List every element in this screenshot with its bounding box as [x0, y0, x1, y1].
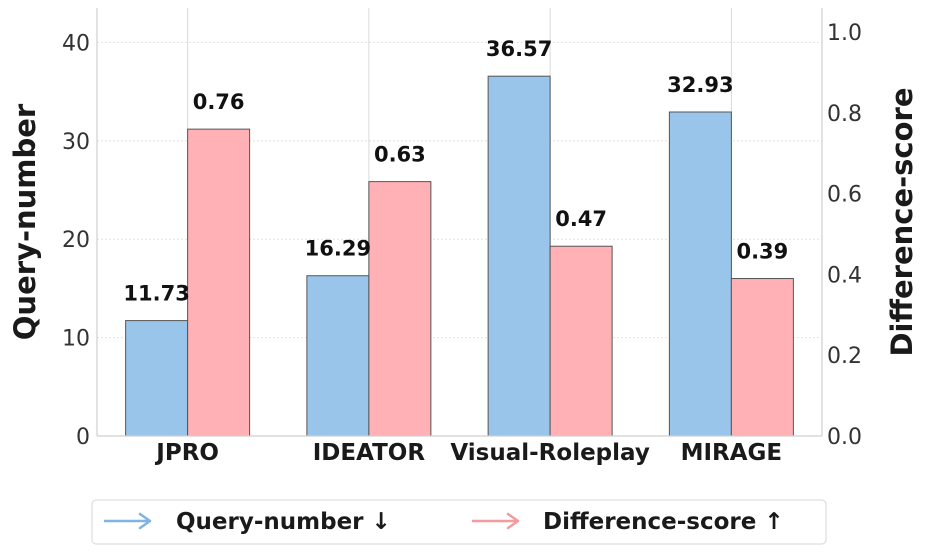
y-tick-left-2: 20 [62, 228, 90, 253]
y-tick-right-2: 0.4 [827, 263, 862, 288]
bar-query-number-3 [668, 111, 732, 437]
legend-query-number-label: Query-number ↓ [176, 509, 391, 535]
y-tick-left-0: 0 [76, 425, 90, 450]
value-label-query-number-3: 32.93 [667, 73, 733, 97]
y-tick-right-4: 0.8 [827, 102, 862, 127]
y-tick-right-0: 0.0 [827, 425, 862, 450]
value-label-query-number-1: 16.29 [305, 237, 371, 261]
y-tick-right-1: 0.2 [827, 344, 862, 369]
x-tick-label-2: Visual-Roleplay [450, 440, 649, 466]
bar-query-number-0 [125, 320, 189, 437]
value-label-difference-score-0: 0.76 [193, 90, 245, 114]
y-tick-left-3: 30 [62, 130, 90, 155]
bar-difference-score-3 [730, 278, 794, 437]
y-tick-right-3: 0.6 [827, 183, 862, 208]
x-tick-label-1: IDEATOR [313, 440, 426, 466]
value-labels: 11.73 0.76 16.29 0.63 36.57 0.47 32.93 0.39 [123, 37, 788, 305]
axes: JPRO IDEATOR Visual-Roleplay MIRAGE 0 10 20 30 4… [62, 8, 862, 466]
legend-difference-score-label: Difference-score ↑ [543, 509, 784, 535]
y-axis-title-right: Difference-score [885, 87, 919, 356]
y-axis-title-left: Query-number [8, 103, 42, 340]
legend-box [91, 499, 827, 545]
bar-difference-score-1 [368, 181, 432, 437]
legend-difference-score-arrow-head-icon [506, 512, 520, 530]
bars [125, 75, 794, 437]
bar-difference-score-2 [549, 245, 613, 437]
bar-query-number-1 [306, 275, 370, 437]
x-tick-label-0: JPRO [154, 440, 219, 466]
x-tick-label-3: MIRAGE [681, 440, 783, 466]
value-label-query-number-0: 11.73 [123, 282, 189, 306]
legend-query-number-arrow-head-icon [138, 512, 152, 530]
bar-difference-score-0 [187, 128, 251, 437]
y-tick-left-1: 10 [62, 327, 90, 352]
value-label-difference-score-1: 0.63 [374, 143, 426, 167]
bar-query-number-2 [487, 75, 551, 437]
y-tick-right-5: 1.0 [827, 21, 862, 46]
legend: Query-number ↓ Difference-score ↑ [91, 499, 827, 545]
value-label-query-number-2: 36.57 [486, 37, 552, 61]
value-label-difference-score-2: 0.47 [555, 207, 607, 231]
value-label-difference-score-3: 0.39 [736, 240, 788, 264]
y-tick-left-4: 40 [62, 31, 90, 56]
